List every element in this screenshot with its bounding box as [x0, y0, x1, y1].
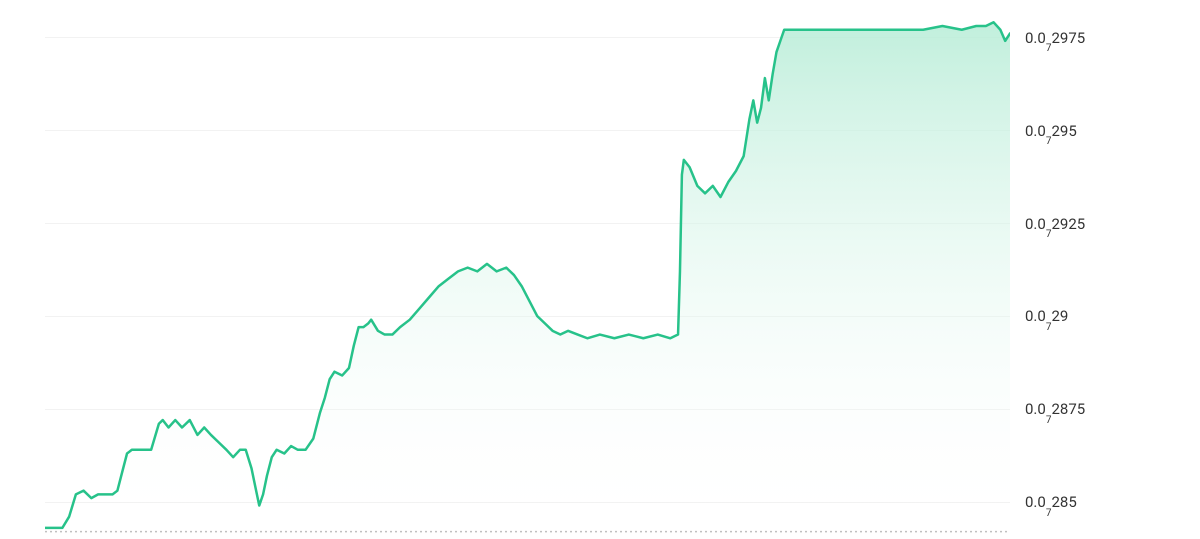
- y-tick-prefix: 0.0: [1025, 29, 1046, 47]
- y-tick-label: 0.07295: [1025, 121, 1077, 143]
- y-tick-suffix: 2925: [1051, 215, 1085, 233]
- plot-area[interactable]: [45, 0, 1010, 539]
- y-tick-label: 0.072875: [1025, 399, 1085, 421]
- price-chart: 0.0729750.072950.0729250.07290.0728750.0…: [0, 0, 1200, 539]
- y-tick-subscript: 7: [1046, 415, 1052, 426]
- y-tick-label: 0.07285: [1025, 492, 1077, 514]
- y-tick-label: 0.0729: [1025, 306, 1068, 328]
- y-tick-prefix: 0.0: [1025, 400, 1046, 418]
- y-tick-prefix: 0.0: [1025, 122, 1046, 140]
- y-tick-prefix: 0.0: [1025, 215, 1046, 233]
- y-tick-subscript: 7: [1046, 229, 1052, 240]
- y-tick-subscript: 7: [1046, 136, 1052, 147]
- y-tick-label: 0.072925: [1025, 214, 1085, 236]
- y-tick-prefix: 0.0: [1025, 307, 1046, 325]
- y-tick-suffix: 285: [1051, 493, 1076, 511]
- y-tick-suffix: 295: [1051, 122, 1076, 140]
- y-tick-subscript: 7: [1046, 43, 1052, 54]
- y-tick-suffix: 2975: [1051, 29, 1085, 47]
- area-fill: [45, 22, 1010, 531]
- price-series-svg: [45, 0, 1010, 539]
- y-tick-subscript: 7: [1046, 322, 1052, 333]
- y-tick-subscript: 7: [1046, 508, 1052, 519]
- y-tick-prefix: 0.0: [1025, 493, 1046, 511]
- y-tick-suffix: 29: [1051, 307, 1068, 325]
- y-tick-suffix: 2875: [1051, 400, 1085, 418]
- y-tick-label: 0.072975: [1025, 28, 1085, 50]
